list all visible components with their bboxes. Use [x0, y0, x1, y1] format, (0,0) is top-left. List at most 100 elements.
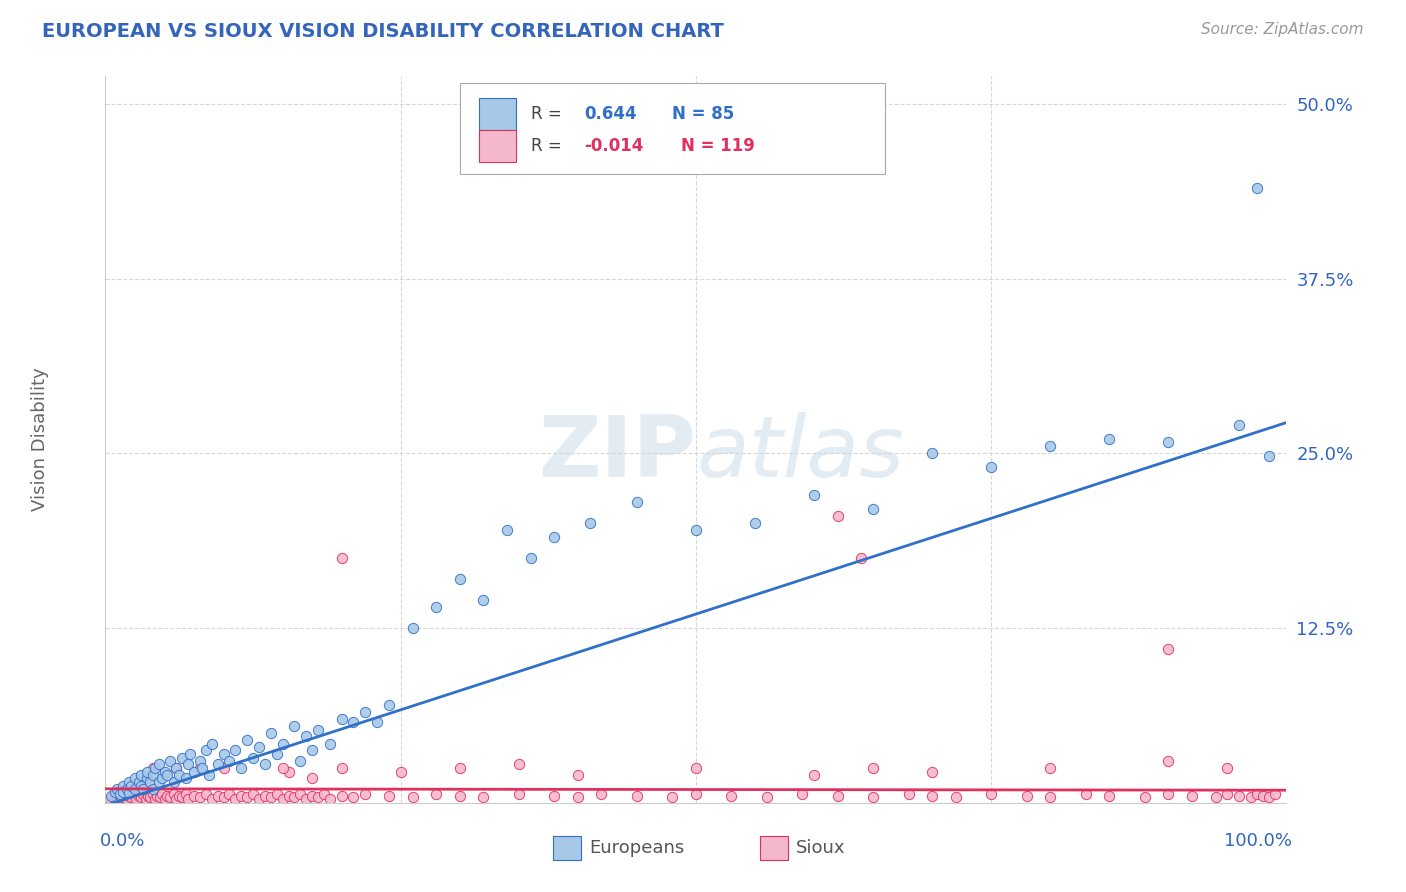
Point: [124, 781, 146, 796]
Point: [1039, 439, 1062, 453]
Point: [159, 754, 181, 768]
Point: [312, 788, 335, 802]
Point: [177, 791, 200, 805]
Point: [342, 714, 364, 729]
Point: [578, 516, 600, 531]
Point: [207, 756, 229, 771]
Point: [301, 771, 323, 785]
Point: [626, 789, 648, 803]
Text: N = 85: N = 85: [672, 105, 734, 123]
Point: [319, 737, 342, 751]
Point: [449, 789, 471, 803]
Point: [1039, 790, 1062, 805]
Point: [115, 791, 138, 805]
Point: [179, 747, 201, 761]
Point: [1157, 754, 1180, 768]
FancyBboxPatch shape: [553, 836, 582, 860]
Point: [260, 790, 283, 805]
Point: [295, 791, 318, 805]
Point: [120, 779, 142, 793]
Point: [277, 765, 299, 780]
Text: 100.0%: 100.0%: [1225, 832, 1292, 850]
Point: [685, 788, 707, 802]
Point: [277, 789, 299, 803]
Point: [862, 761, 884, 775]
Point: [163, 788, 186, 802]
Point: [366, 714, 388, 729]
Point: [172, 751, 194, 765]
Point: [980, 460, 1002, 475]
Point: [163, 774, 186, 789]
Point: [207, 789, 229, 803]
Point: [142, 781, 165, 796]
Point: [118, 774, 141, 789]
Point: [132, 788, 155, 802]
Point: [156, 768, 179, 782]
Point: [150, 771, 173, 785]
Point: [260, 726, 283, 740]
Text: Vision Disability: Vision Disability: [31, 368, 49, 511]
Point: [567, 768, 589, 782]
Point: [301, 742, 323, 756]
Point: [1157, 788, 1180, 802]
Point: [508, 788, 530, 802]
Point: [242, 751, 264, 765]
Point: [330, 761, 353, 775]
Point: [167, 789, 190, 803]
Point: [253, 789, 276, 803]
Point: [236, 790, 259, 805]
Point: [194, 742, 217, 756]
Point: [104, 790, 127, 805]
Point: [1098, 789, 1121, 803]
Point: [685, 761, 707, 775]
Point: [290, 788, 312, 802]
Point: [212, 747, 235, 761]
Point: [862, 790, 884, 805]
Point: [129, 779, 152, 793]
Point: [496, 523, 519, 537]
Point: [139, 790, 162, 805]
Point: [247, 739, 270, 754]
Point: [685, 523, 707, 537]
Point: [183, 789, 205, 803]
Point: [135, 771, 157, 785]
Point: [132, 781, 155, 796]
Point: [112, 784, 135, 798]
Point: [354, 705, 377, 719]
Point: [183, 765, 205, 780]
Point: [1257, 449, 1279, 463]
Point: [1157, 435, 1180, 450]
Point: [980, 788, 1002, 802]
Point: [755, 790, 778, 805]
Point: [139, 774, 162, 789]
Point: [1257, 790, 1279, 805]
Point: [519, 551, 541, 566]
Text: 0.0%: 0.0%: [100, 832, 145, 850]
Point: [389, 765, 412, 780]
Point: [115, 781, 138, 796]
Point: [792, 788, 814, 802]
Point: [120, 790, 142, 805]
Point: [156, 789, 179, 803]
Point: [201, 791, 224, 805]
Point: [266, 747, 288, 761]
Point: [851, 551, 873, 566]
Point: [1246, 788, 1268, 802]
Point: [1039, 761, 1062, 775]
Point: [921, 446, 943, 460]
Point: [177, 756, 200, 771]
Text: R =: R =: [530, 137, 567, 155]
Point: [124, 771, 146, 785]
Point: [105, 781, 128, 796]
Text: -0.014: -0.014: [583, 137, 643, 155]
Point: [104, 784, 127, 798]
Point: [135, 765, 157, 780]
Point: [136, 789, 159, 803]
Point: [921, 765, 943, 780]
Text: ZIP: ZIP: [538, 412, 696, 495]
Point: [165, 761, 187, 775]
Point: [827, 789, 849, 803]
Point: [266, 788, 288, 802]
Text: N = 119: N = 119: [681, 137, 755, 155]
Point: [212, 790, 235, 805]
